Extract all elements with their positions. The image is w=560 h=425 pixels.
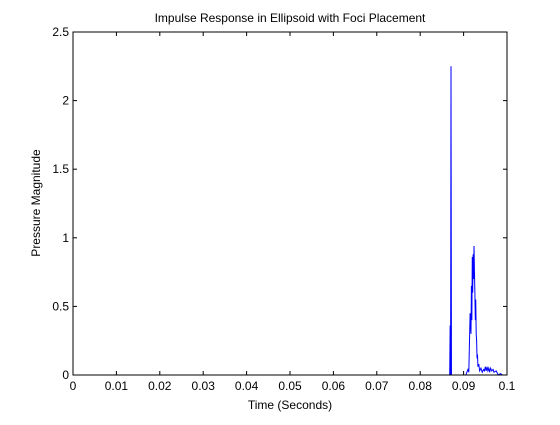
x-tick-label: 0.02 [148, 379, 172, 393]
series-line [73, 66, 507, 376]
x-tick-label: 0.07 [365, 379, 389, 393]
y-tick-label: 1.5 [52, 162, 69, 176]
x-tick-label: 0.08 [409, 379, 433, 393]
series-layer [73, 66, 507, 376]
x-tick-label: 0 [70, 379, 77, 393]
plot-area [73, 32, 507, 375]
y-tick-label: 2.5 [52, 25, 69, 39]
ticks-layer: 0 0.01 0.02 0.03 0.04 0.05 0.06 0.07 0.08 0.09 0.1… [52, 25, 515, 393]
x-tick-label: 0.03 [192, 379, 216, 393]
y-tick-label: 0.5 [52, 299, 69, 313]
x-axis-label: Time (Seconds) [248, 398, 332, 412]
x-tick-label: 0.05 [278, 379, 302, 393]
x-tick-label: 0.01 [105, 379, 129, 393]
y-tick-label: 0 [62, 368, 69, 382]
y-tick-label: 1 [62, 231, 69, 245]
x-tick-label: 0.04 [235, 379, 259, 393]
y-tick-label: 2 [62, 94, 69, 108]
x-tick-label: 0.09 [452, 379, 476, 393]
y-axis-label: Pressure Magnitude [29, 149, 43, 257]
x-tick-label: 0.1 [499, 379, 516, 393]
x-tick-label: 0.06 [322, 379, 346, 393]
chart-title: Impulse Response in Ellipsoid with Foci … [155, 11, 426, 25]
